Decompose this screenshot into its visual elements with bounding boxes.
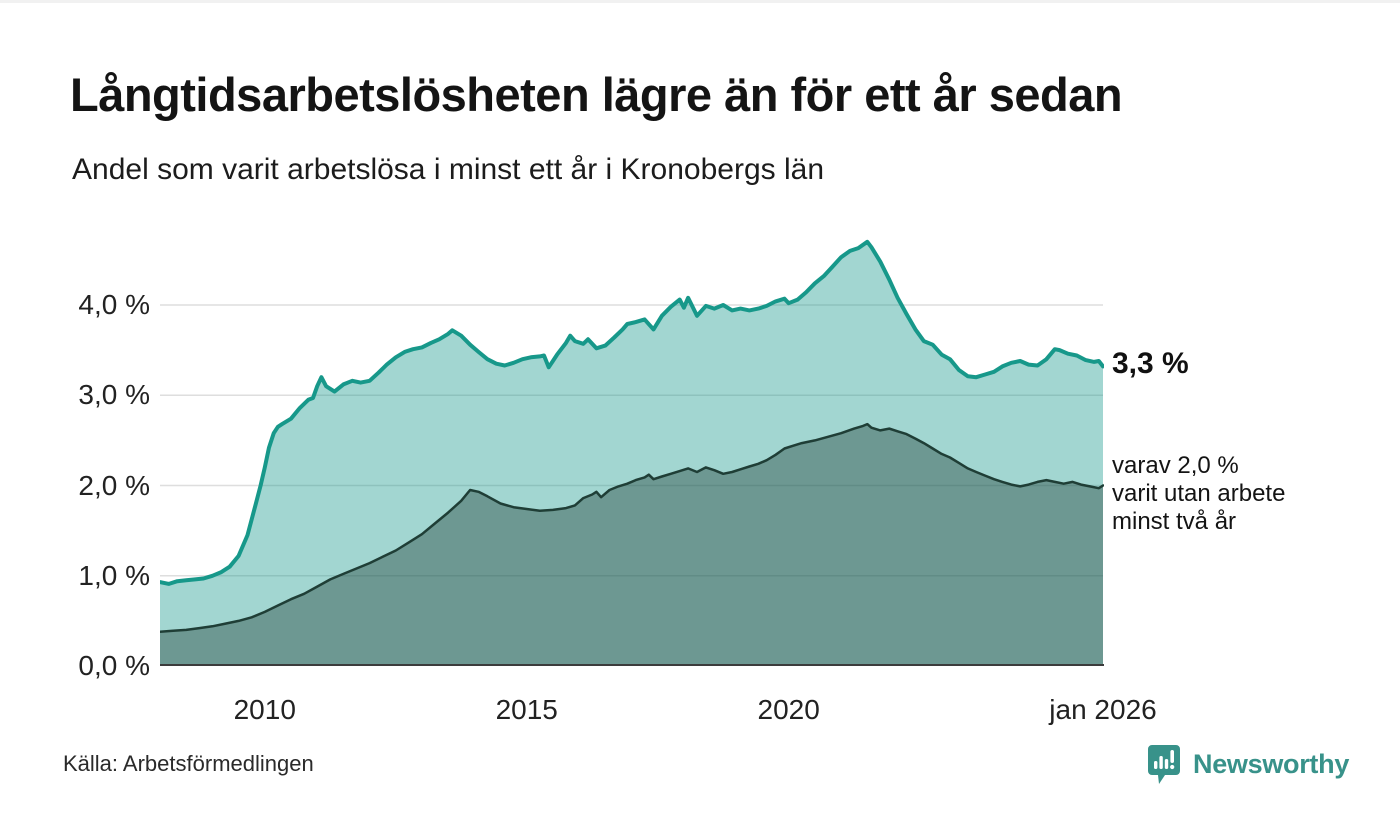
- brand-name: Newsworthy: [1193, 748, 1350, 779]
- x-tick-label: 2020: [757, 694, 820, 725]
- x-tick-label: jan 2026: [1049, 694, 1157, 725]
- y-tick-label: 2,0 %: [78, 469, 150, 501]
- gridlines: [160, 304, 1103, 577]
- secondary-annotation-line: minst två år: [1112, 508, 1237, 535]
- secondary-annotation-line: varav 2,0 %: [1112, 452, 1239, 479]
- area-fill-one-year: [160, 241, 1103, 667]
- y-tick-label: 0,0 %: [78, 650, 150, 681]
- line-two-year: [160, 422, 1104, 633]
- secondary-annotation-line: varit utan arbete: [1112, 480, 1286, 507]
- y-tick-label: 3,0 %: [78, 379, 150, 411]
- bar-chart-speech-bubble-icon: [1148, 745, 1180, 784]
- x-tick-label: 2010: [233, 694, 296, 725]
- brand-logo: Newsworthy: [1147, 743, 1349, 785]
- x-tick-label: 2015: [495, 694, 558, 725]
- chart-subtitle: Andel som varit arbetslösa i minst ett å…: [72, 153, 825, 186]
- area-fill-two-year: [160, 424, 1103, 666]
- line-one-year: [160, 239, 1104, 586]
- area-chart-plot: [160, 239, 1104, 667]
- endpoint-value-label: 3,3 %: [1112, 347, 1189, 380]
- y-tick-label: 4,0 %: [78, 289, 150, 320]
- source-attribution: Källa: Arbetsförmedlingen: [63, 751, 314, 776]
- y-tick-label: 1,0 %: [78, 559, 150, 591]
- secondary-annotation: varav 2,0 % varit utan arbete minst två …: [1112, 452, 1285, 536]
- page-title: Långtidsarbetslösheten lägre än för ett …: [70, 68, 1123, 121]
